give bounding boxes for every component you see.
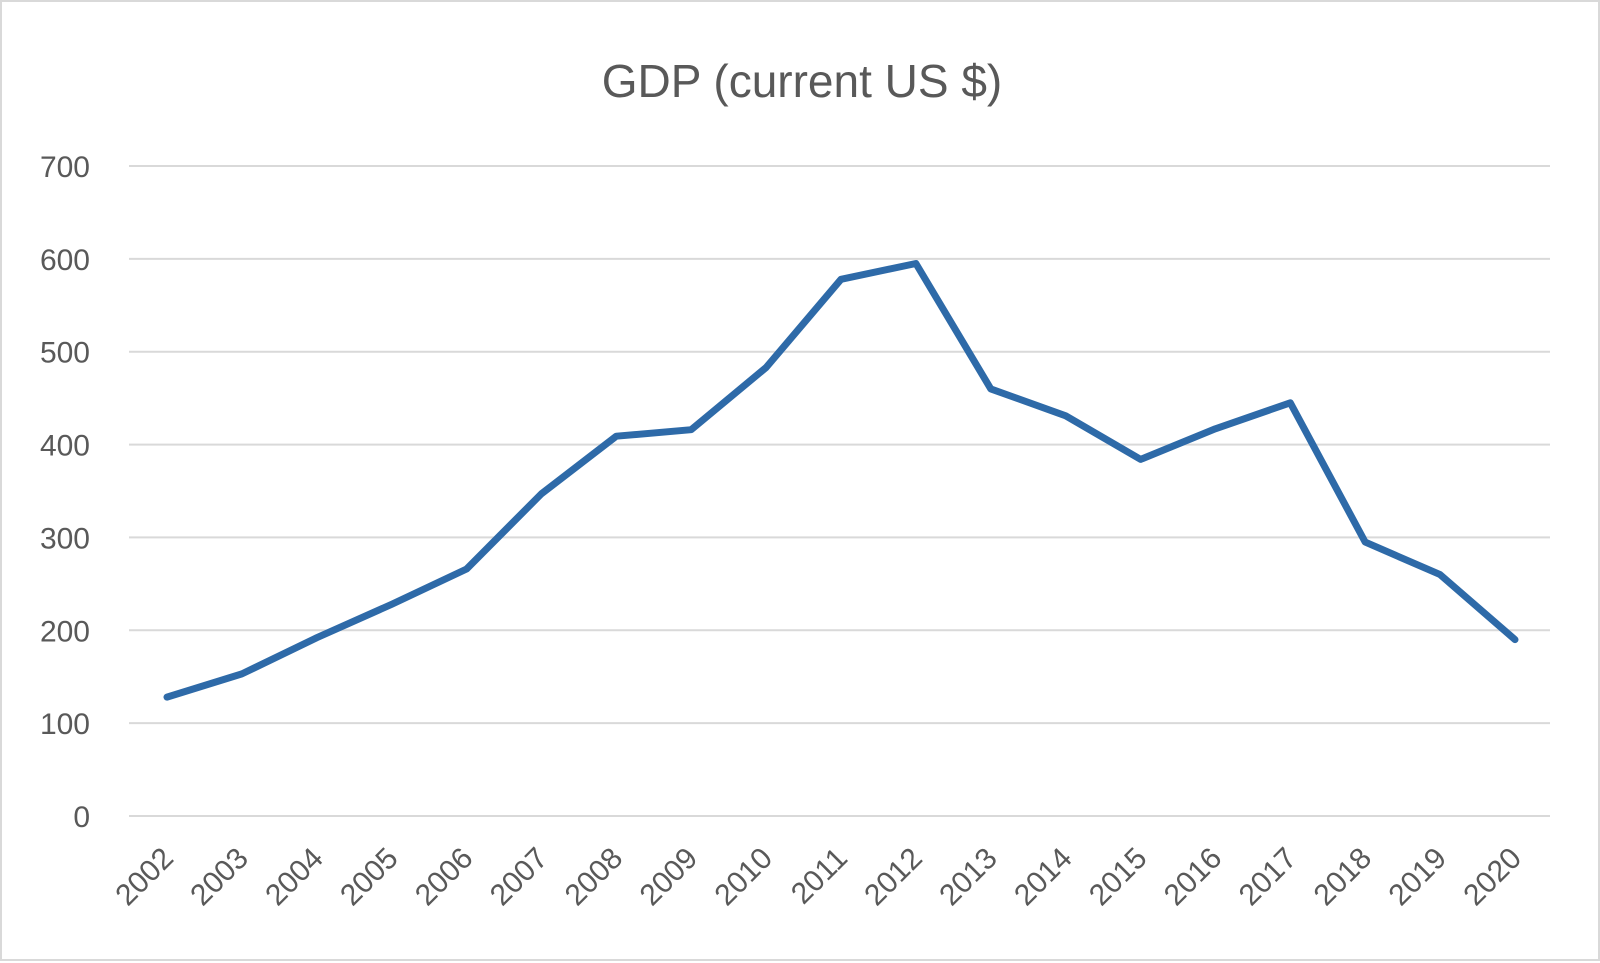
x-tick-label: 2006	[409, 842, 480, 913]
x-tick-label: 2010	[709, 842, 780, 913]
y-tick-label: 500	[40, 337, 90, 370]
y-tick-label: 100	[40, 708, 90, 741]
x-tick-label: 2002	[109, 842, 180, 913]
x-tick-label: 2014	[1008, 842, 1079, 913]
series-line-gdp	[167, 264, 1515, 698]
x-tick-label: 2003	[184, 842, 255, 913]
series-lines	[167, 263, 1515, 697]
x-tick-label: 2005	[334, 842, 405, 913]
x-tick-label: 2015	[1083, 842, 1154, 913]
x-tick-label: 2011	[785, 842, 854, 911]
y-tick-label: 600	[40, 244, 90, 277]
x-tick-label: 2007	[484, 842, 555, 913]
x-tick-label: 2013	[933, 842, 1004, 913]
chart-title: GDP (current US $)	[602, 55, 1002, 107]
x-tick-label: 2012	[858, 842, 929, 913]
x-tick-label: 2020	[1457, 842, 1528, 913]
y-tick-label: 700	[40, 151, 90, 184]
y-tick-label: 200	[40, 615, 90, 648]
x-tick-label: 2017	[1233, 842, 1304, 913]
x-tick-label: 2008	[559, 842, 630, 913]
x-tick-label: 2019	[1383, 842, 1454, 913]
x-tick-label: 2004	[259, 842, 330, 913]
x-tick-label: 2018	[1308, 842, 1379, 913]
x-tick-label: 2009	[634, 842, 705, 913]
y-tick-label: 0	[73, 801, 90, 834]
y-tick-label: 300	[40, 522, 90, 555]
y-axis-tick-labels: 0 100 200 300 400 500 600 700	[40, 151, 90, 834]
x-tick-label: 2016	[1158, 842, 1229, 913]
y-tick-label: 400	[40, 430, 90, 463]
